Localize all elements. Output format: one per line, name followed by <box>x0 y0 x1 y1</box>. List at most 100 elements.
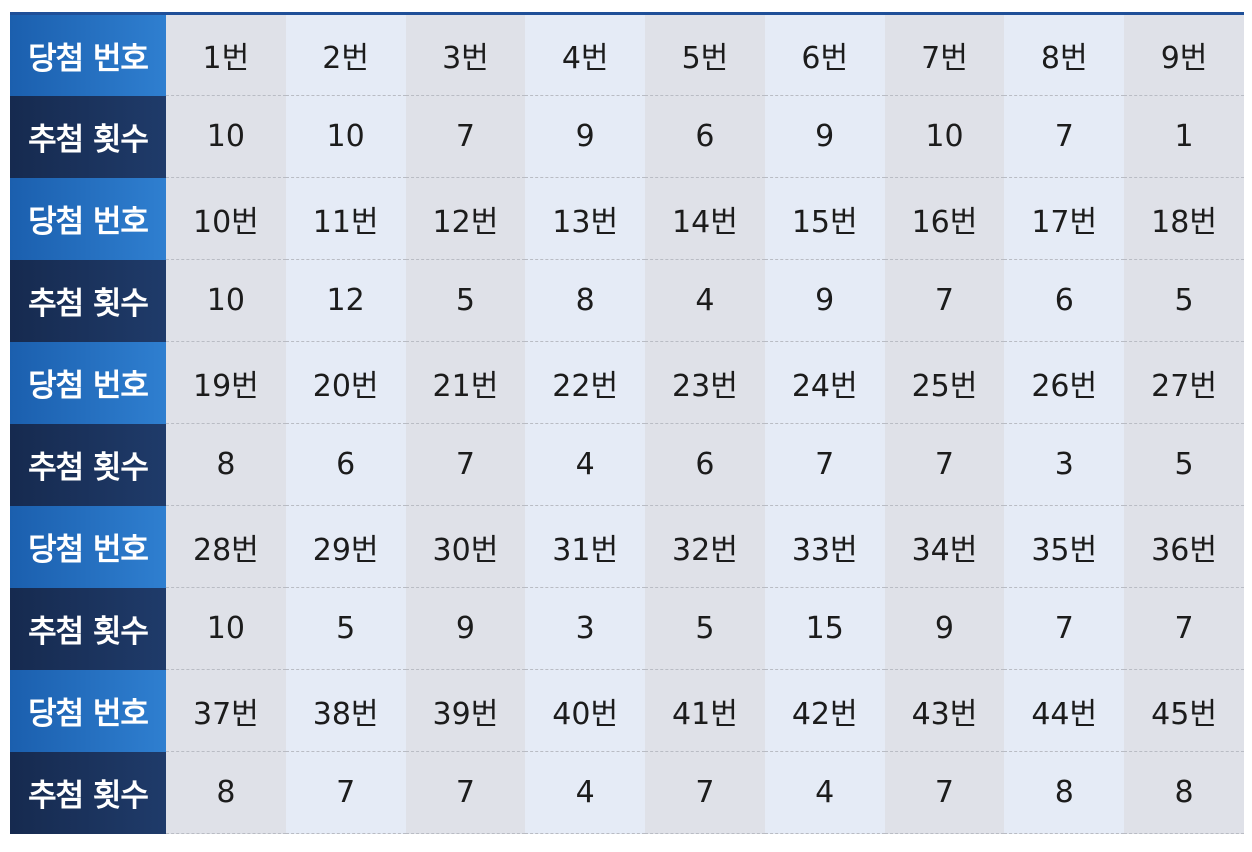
draw-count-cell: 10 <box>166 259 286 342</box>
draw-count-cell: 3 <box>1004 423 1125 506</box>
draw-count-cell: 9 <box>884 587 1005 670</box>
winning-number-cell: 34번 <box>884 505 1005 588</box>
winning-number-cell: 45번 <box>1124 669 1244 752</box>
draw-count-header: 추첨 횟수 <box>10 587 166 670</box>
draw-count-cell: 5 <box>1124 259 1244 342</box>
winning-number-cell: 41번 <box>645 669 765 752</box>
winning-number-cell: 1번 <box>166 12 286 96</box>
winning-number-cell: 25번 <box>884 341 1005 424</box>
draw-count-cell: 10 <box>166 587 286 670</box>
draw-count-cell: 6 <box>1004 259 1125 342</box>
winning-number-cell: 13번 <box>525 177 646 260</box>
winning-number-cell: 4번 <box>525 12 646 96</box>
winning-number-cell: 37번 <box>166 669 286 752</box>
draw-count-cell: 10 <box>285 95 406 178</box>
lotto-frequency-table: 당첨 번호 1번 2번 3번 4번 5번 6번 7번 8번 9번 추첨 횟수 10 10 7 9 6 9 10 7 1… <box>10 12 1244 834</box>
winning-number-cell: 38번 <box>285 669 406 752</box>
winning-number-cell: 10번 <box>166 177 286 260</box>
winning-number-cell: 28번 <box>166 505 286 588</box>
draw-count-header: 추첨 횟수 <box>10 259 166 342</box>
winning-number-header: 당첨 번호 <box>10 177 166 260</box>
draw-count-header: 추첨 횟수 <box>10 751 166 834</box>
draw-count-header: 추첨 횟수 <box>10 95 166 178</box>
draw-count-cell: 7 <box>405 95 526 178</box>
winning-number-cell: 36번 <box>1124 505 1244 588</box>
draw-count-cell: 7 <box>884 751 1005 834</box>
draw-count-cell: 7 <box>1004 95 1125 178</box>
winning-number-cell: 35번 <box>1004 505 1125 588</box>
draw-count-cell: 4 <box>764 751 885 834</box>
draw-count-row: 추첨 횟수 10 10 7 9 6 9 10 7 1 <box>10 95 1244 178</box>
winning-number-cell: 19번 <box>166 341 286 424</box>
draw-count-cell: 3 <box>525 587 646 670</box>
winning-number-cell: 23번 <box>645 341 765 424</box>
draw-count-cell: 8 <box>1004 751 1125 834</box>
draw-count-cell: 7 <box>645 751 765 834</box>
winning-number-row: 당첨 번호 37번 38번 39번 40번 41번 42번 43번 44번 45번 <box>10 669 1244 752</box>
winning-number-cell: 8번 <box>1004 12 1125 96</box>
winning-number-cell: 40번 <box>525 669 646 752</box>
winning-number-cell: 6번 <box>764 12 885 96</box>
draw-count-cell: 7 <box>1004 587 1125 670</box>
draw-count-cell: 8 <box>166 751 286 834</box>
draw-count-row: 추첨 횟수 8 6 7 4 6 7 7 3 5 <box>10 423 1244 506</box>
draw-count-cell: 4 <box>525 423 646 506</box>
draw-count-cell: 8 <box>525 259 646 342</box>
winning-number-header: 당첨 번호 <box>10 341 166 424</box>
draw-count-cell: 10 <box>166 95 286 178</box>
winning-number-cell: 44번 <box>1004 669 1125 752</box>
draw-count-cell: 9 <box>764 259 885 342</box>
winning-number-header: 당첨 번호 <box>10 669 166 752</box>
draw-count-cell: 5 <box>285 587 406 670</box>
draw-count-cell: 4 <box>645 259 765 342</box>
winning-number-row: 당첨 번호 1번 2번 3번 4번 5번 6번 7번 8번 9번 <box>10 12 1244 96</box>
draw-count-cell: 7 <box>884 423 1005 506</box>
winning-number-cell: 27번 <box>1124 341 1244 424</box>
draw-count-cell: 7 <box>285 751 406 834</box>
winning-number-row: 당첨 번호 10번 11번 12번 13번 14번 15번 16번 17번 18번 <box>10 177 1244 260</box>
winning-number-cell: 12번 <box>405 177 526 260</box>
draw-count-cell: 7 <box>1124 587 1244 670</box>
draw-count-row: 추첨 횟수 8 7 7 4 7 4 7 8 8 <box>10 751 1244 834</box>
draw-count-header: 추첨 횟수 <box>10 423 166 506</box>
winning-number-cell: 42번 <box>764 669 885 752</box>
winning-number-cell: 26번 <box>1004 341 1125 424</box>
winning-number-cell: 30번 <box>405 505 526 588</box>
winning-number-header: 당첨 번호 <box>10 505 166 588</box>
draw-count-row: 추첨 횟수 10 5 9 3 5 15 9 7 7 <box>10 587 1244 670</box>
winning-number-cell: 18번 <box>1124 177 1244 260</box>
winning-number-cell: 39번 <box>405 669 526 752</box>
winning-number-header: 당첨 번호 <box>10 12 166 96</box>
winning-number-cell: 31번 <box>525 505 646 588</box>
draw-count-cell: 15 <box>764 587 885 670</box>
winning-number-cell: 11번 <box>285 177 406 260</box>
draw-count-cell: 7 <box>764 423 885 506</box>
draw-count-cell: 9 <box>525 95 646 178</box>
draw-count-cell: 8 <box>166 423 286 506</box>
winning-number-cell: 5번 <box>645 12 765 96</box>
winning-number-cell: 21번 <box>405 341 526 424</box>
winning-number-row: 당첨 번호 28번 29번 30번 31번 32번 33번 34번 35번 36번 <box>10 505 1244 588</box>
draw-count-cell: 9 <box>764 95 885 178</box>
winning-number-cell: 16번 <box>884 177 1005 260</box>
winning-number-cell: 2번 <box>285 12 406 96</box>
winning-number-cell: 9번 <box>1124 12 1244 96</box>
draw-count-cell: 4 <box>525 751 646 834</box>
winning-number-cell: 14번 <box>645 177 765 260</box>
draw-count-cell: 5 <box>1124 423 1244 506</box>
winning-number-cell: 22번 <box>525 341 646 424</box>
winning-number-cell: 33번 <box>764 505 885 588</box>
draw-count-cell: 5 <box>645 587 765 670</box>
draw-count-cell: 6 <box>285 423 406 506</box>
winning-number-row: 당첨 번호 19번 20번 21번 22번 23번 24번 25번 26번 27번 <box>10 341 1244 424</box>
winning-number-cell: 29번 <box>285 505 406 588</box>
winning-number-cell: 3번 <box>405 12 526 96</box>
draw-count-cell: 6 <box>645 423 765 506</box>
table-body: 당첨 번호 1번 2번 3번 4번 5번 6번 7번 8번 9번 추첨 횟수 10 10 7 9 6 9 10 7 1… <box>10 12 1244 834</box>
draw-count-cell: 1 <box>1124 95 1244 178</box>
draw-count-cell: 7 <box>884 259 1005 342</box>
draw-count-cell: 6 <box>645 95 765 178</box>
winning-number-cell: 20번 <box>285 341 406 424</box>
draw-count-cell: 7 <box>405 751 526 834</box>
winning-number-cell: 24번 <box>764 341 885 424</box>
